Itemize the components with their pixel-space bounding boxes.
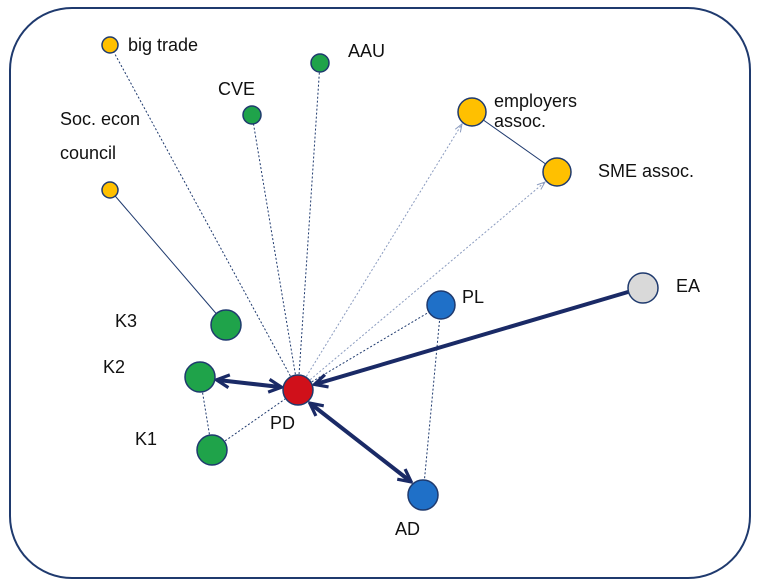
edge [211,389,299,451]
node-label: big trade [128,35,198,55]
node-label: Soc. econ [60,109,140,129]
node [101,36,119,54]
node [310,53,330,73]
edge-strong [218,380,280,387]
node [407,479,439,511]
node [542,157,572,187]
node [282,374,314,406]
node [457,97,487,127]
node-label: CVE [218,79,255,99]
node [426,290,456,320]
edge [109,189,227,326]
edge [297,62,321,391]
nodes [101,36,659,511]
node-label: K1 [135,429,157,449]
node-label: council [60,143,116,163]
edge [251,114,299,391]
edge-strong [316,290,629,384]
node [196,434,228,466]
node [627,272,659,304]
edges [109,44,629,496]
edge [297,182,545,391]
edge [297,124,462,391]
node-label: PD [270,413,295,433]
node-label: AAU [348,41,385,61]
node-label: employers [494,91,577,111]
edge-strong [311,404,410,481]
edge [109,44,299,391]
node-label: K3 [115,311,137,331]
node-label: EA [676,276,700,296]
node [101,181,119,199]
node-label: PL [462,287,484,307]
node [242,105,262,125]
node-label: SME assoc. [598,161,694,181]
frame [9,7,751,579]
edge [471,111,558,173]
node-label: assoc. [494,111,546,131]
node [210,309,242,341]
node-label: K2 [103,357,125,377]
node-label: AD [395,519,420,539]
labels: big trade AAU CVE Soc. econ council empl… [60,35,700,539]
node [184,361,216,393]
